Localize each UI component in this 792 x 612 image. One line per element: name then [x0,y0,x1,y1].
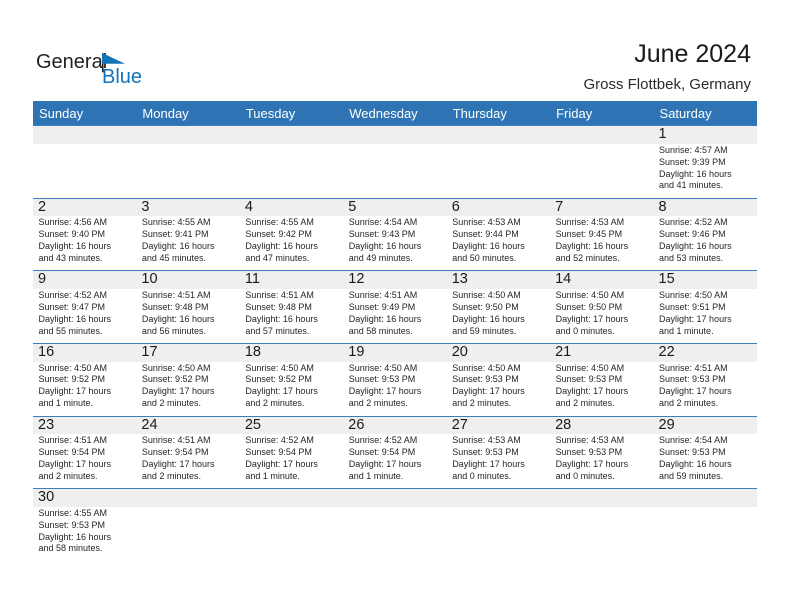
svg-text:Blue: Blue [102,66,142,88]
svg-text:General: General [36,53,107,73]
